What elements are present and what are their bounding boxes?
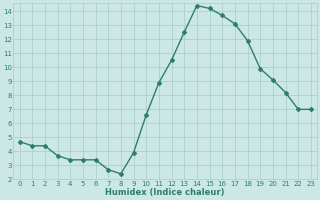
X-axis label: Humidex (Indice chaleur): Humidex (Indice chaleur) (106, 188, 225, 197)
